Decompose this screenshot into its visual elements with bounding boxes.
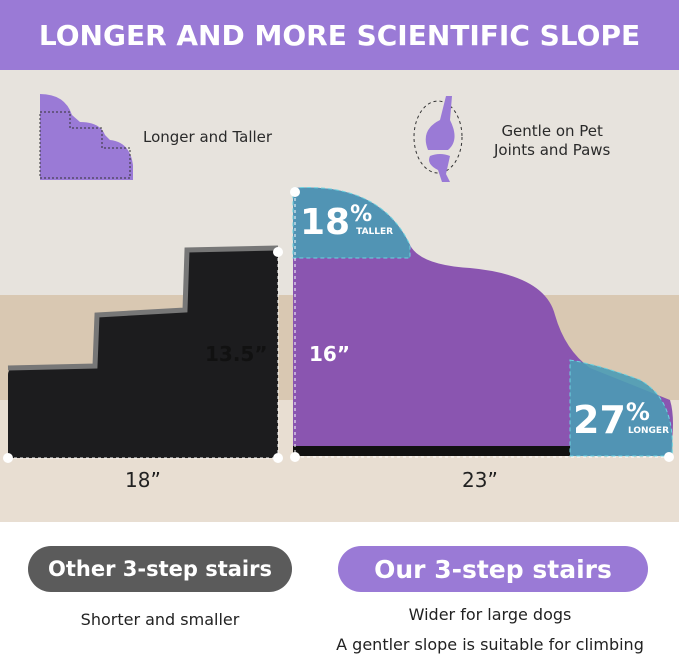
longer-badge: 27%LONGER bbox=[573, 398, 669, 442]
longer-label: LONGER bbox=[627, 426, 669, 436]
taller-label: TALLER bbox=[356, 227, 394, 237]
our-stairs-pill: Our 3-step stairs bbox=[338, 546, 648, 592]
page-title: LONGER AND MORE SCIENTIFIC SLOPE bbox=[0, 0, 679, 70]
taller-highlight bbox=[292, 186, 411, 259]
other-length-label: 18” bbox=[125, 468, 161, 492]
other-stairs-image bbox=[8, 248, 278, 458]
percent-sign: % bbox=[350, 202, 373, 227]
feature-longer-taller: Longer and Taller bbox=[143, 128, 273, 146]
knee-joint-icon bbox=[413, 96, 463, 182]
our-height-label: 16” bbox=[309, 342, 350, 366]
longer-highlight bbox=[569, 359, 673, 457]
product-scene: Longer and Taller Gentle on Pet Joints a… bbox=[0, 70, 679, 522]
taller-badge: 18%TALLER bbox=[300, 202, 393, 243]
other-stairs-pill: Other 3-step stairs bbox=[28, 546, 292, 592]
feature-line: Gentle on Pet bbox=[501, 122, 603, 140]
feature-gentle-joints: Gentle on Pet Joints and Paws bbox=[494, 122, 610, 160]
taller-percent: 18 bbox=[300, 202, 351, 243]
ours-caption-1: Wider for large dogs bbox=[408, 605, 572, 624]
ours-caption-2: A gentler slope is suitable for climbing bbox=[336, 635, 644, 654]
other-height-label: 13.5” bbox=[205, 342, 268, 366]
longer-percent: 27 bbox=[573, 398, 626, 442]
scene-graphic bbox=[0, 70, 679, 522]
stair-outline-icon bbox=[39, 94, 133, 180]
feature-line: Joints and Paws bbox=[494, 141, 611, 159]
percent-sign: % bbox=[625, 398, 650, 426]
our-length-label: 23” bbox=[462, 468, 498, 492]
stairs-base bbox=[293, 446, 570, 456]
other-caption: Shorter and smaller bbox=[80, 610, 240, 629]
